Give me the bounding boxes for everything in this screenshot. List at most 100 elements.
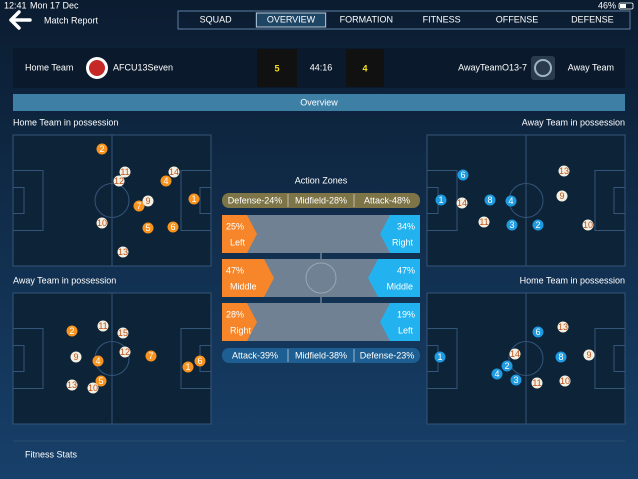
player-marker	[558, 165, 570, 177]
section-title: Overview	[300, 97, 338, 107]
player-number: 1	[437, 352, 442, 362]
player-number: 8	[558, 352, 563, 362]
player-marker	[66, 325, 78, 337]
player-number: 2	[99, 144, 104, 154]
player-number: 13	[558, 322, 568, 332]
pitch: 2 11 15 9 4 12 7 16 5 13 10	[12, 292, 212, 425]
pitch-line	[613, 187, 626, 214]
zone-name: Left	[398, 325, 414, 335]
player-marker	[531, 377, 543, 389]
scoreboard	[13, 48, 625, 88]
zone-arrow-left	[222, 259, 274, 297]
player-marker	[133, 200, 145, 212]
player-marker	[583, 349, 595, 361]
player-marker	[456, 197, 468, 209]
zone-arrow-left	[222, 303, 257, 341]
player-number: 10	[560, 376, 570, 386]
player-marker	[194, 355, 206, 367]
player-marker	[168, 166, 180, 178]
player-marker	[478, 216, 490, 228]
player-number: 2	[69, 326, 74, 336]
player-marker	[66, 379, 78, 391]
pitch: 6 13 1 142 8 9 4 3 11 10	[426, 292, 626, 425]
zone-arrow-right	[368, 259, 420, 297]
player-number: 10	[88, 383, 98, 393]
player-marker	[484, 194, 496, 206]
player-marker	[556, 190, 568, 202]
player-number: 3	[509, 220, 514, 230]
player-number: 4	[163, 176, 168, 186]
player-number: 11	[98, 321, 107, 331]
player-marker	[557, 321, 569, 333]
player-number: 10	[583, 220, 593, 230]
tab[interactable]: FORMATION	[340, 14, 393, 24]
tab[interactable]: FITNESS	[423, 14, 461, 24]
zone-percent: 47%	[226, 265, 244, 275]
player-marker	[96, 217, 108, 229]
pitch-line	[305, 262, 337, 294]
home-label: Home Team	[25, 62, 73, 72]
player-marker	[188, 193, 200, 205]
player-number: 1	[185, 362, 190, 372]
player-number: 4	[508, 196, 513, 206]
zone-stat: Defense-23%	[360, 350, 415, 360]
player-number: 4	[494, 369, 499, 379]
player-number: 13	[67, 380, 77, 390]
player-number: 4	[95, 356, 100, 366]
player-marker	[95, 375, 107, 387]
zone-stat: Midfield-28%	[295, 195, 347, 205]
zone-arrow-right	[380, 215, 420, 253]
player-marker	[435, 194, 447, 206]
zone-percent: 25%	[226, 221, 244, 231]
action-zones-title: Action Zones	[295, 175, 348, 185]
player-marker	[506, 219, 518, 231]
player-number: 7	[136, 201, 141, 211]
pitch-line	[12, 345, 25, 372]
player-number: 5	[145, 223, 150, 233]
player-number: 2	[504, 361, 509, 371]
player-number: 6	[460, 170, 465, 180]
tab[interactable]: SQUAD	[200, 14, 233, 24]
player-marker	[113, 175, 125, 187]
player-marker	[532, 326, 544, 338]
zone-stat: Attack-48%	[364, 195, 410, 205]
page-title: Match Report	[44, 15, 99, 25]
top-zone-bar	[222, 193, 420, 208]
player-marker	[119, 166, 131, 178]
pitch-line	[199, 187, 212, 214]
player-marker	[182, 361, 194, 373]
player-number: 9	[559, 191, 564, 201]
player-number: 9	[73, 352, 78, 362]
player-number: 8	[487, 195, 492, 205]
zone-stat: Attack-39%	[232, 350, 278, 360]
tab[interactable]: OFFENSE	[496, 14, 539, 24]
away-label: Away Team	[568, 62, 614, 72]
player-number: 1	[438, 195, 443, 205]
tab[interactable]: DEFENSE	[571, 14, 614, 24]
player-marker	[434, 351, 446, 363]
player-marker	[96, 143, 108, 155]
tab[interactable]: OVERVIEW	[267, 14, 316, 24]
zone-percent: 47%	[397, 265, 415, 275]
player-number: 6	[197, 356, 202, 366]
player-marker	[491, 368, 503, 380]
player-marker	[92, 355, 104, 367]
player-number: 12	[120, 347, 130, 357]
zone-stat: Defense-24%	[228, 195, 283, 205]
player-number: 14	[169, 167, 179, 177]
away-name: AwayTeamO13-7	[458, 62, 527, 72]
zone-percent: 28%	[226, 309, 244, 319]
player-number: 10	[97, 218, 107, 228]
home-score: 5	[274, 63, 279, 73]
home-badge-inner	[89, 60, 105, 76]
home-name: AFCU13Seven	[113, 62, 173, 72]
player-marker	[117, 327, 129, 339]
player-number: 1	[191, 194, 196, 204]
away-score: 4	[362, 63, 367, 73]
back-button[interactable]	[9, 10, 32, 30]
player-number: 9	[586, 350, 591, 360]
section-bar	[13, 94, 625, 111]
player-marker	[501, 360, 513, 372]
